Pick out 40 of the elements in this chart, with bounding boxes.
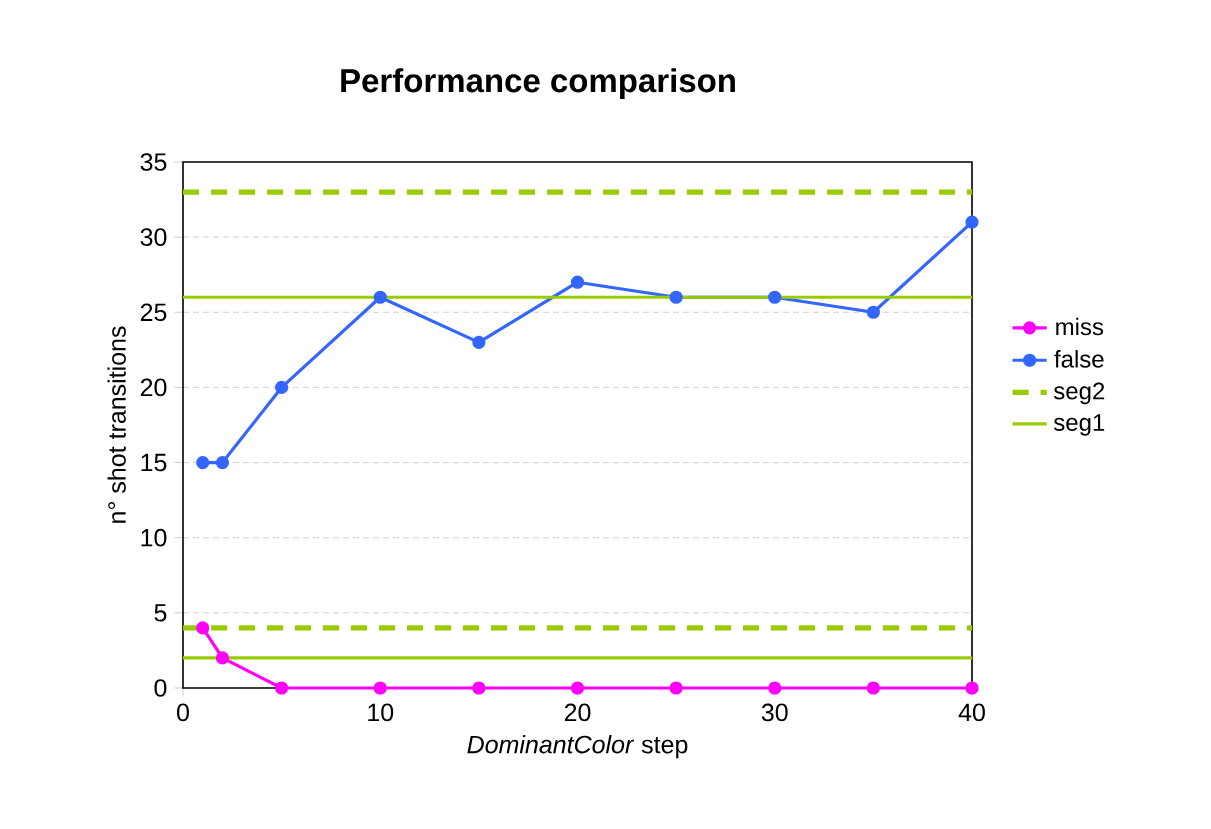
y-tick-label: 30: [140, 228, 167, 246]
point: [373, 290, 387, 304]
y-tick-label: 25: [140, 303, 167, 322]
point: [472, 681, 486, 695]
y-axis-title: n° shot transitions: [107, 326, 126, 523]
x-axis-title: DominantColor step: [467, 735, 688, 759]
point: [768, 681, 782, 695]
point: [866, 305, 880, 319]
x-tick-label: 20: [564, 703, 591, 722]
point: [965, 681, 979, 695]
point: [196, 621, 210, 635]
point: [472, 335, 486, 349]
x-tick-label: 40: [958, 703, 985, 722]
point: [215, 455, 230, 470]
y-tick-label: 20: [140, 378, 167, 397]
x-tick-label: 0: [177, 703, 189, 722]
point: [669, 290, 683, 304]
point: [965, 215, 979, 229]
point: [570, 681, 585, 695]
legend-label: seg2: [1053, 382, 1105, 405]
y-tick-label: 35: [140, 153, 167, 171]
y-tick-label: 0: [154, 679, 167, 697]
y-tick-label: 10: [141, 528, 167, 547]
point: [196, 455, 210, 470]
legend-label: miss: [1056, 317, 1104, 336]
legend-label: false: [1054, 350, 1104, 368]
x-tick-label: 10: [368, 703, 394, 722]
point: [215, 651, 230, 665]
chart-title: Performance comparison: [341, 68, 735, 99]
point: [669, 681, 683, 695]
y-tick-label: 5: [154, 604, 167, 622]
x-tick-label: 30: [761, 703, 788, 722]
point: [373, 681, 387, 695]
point: [275, 380, 289, 395]
point: [866, 681, 880, 695]
point: [275, 681, 289, 695]
y-tick-label: 15: [141, 453, 167, 472]
legend-label: seg1: [1053, 414, 1105, 436]
point: [768, 290, 782, 304]
point: [570, 275, 585, 289]
